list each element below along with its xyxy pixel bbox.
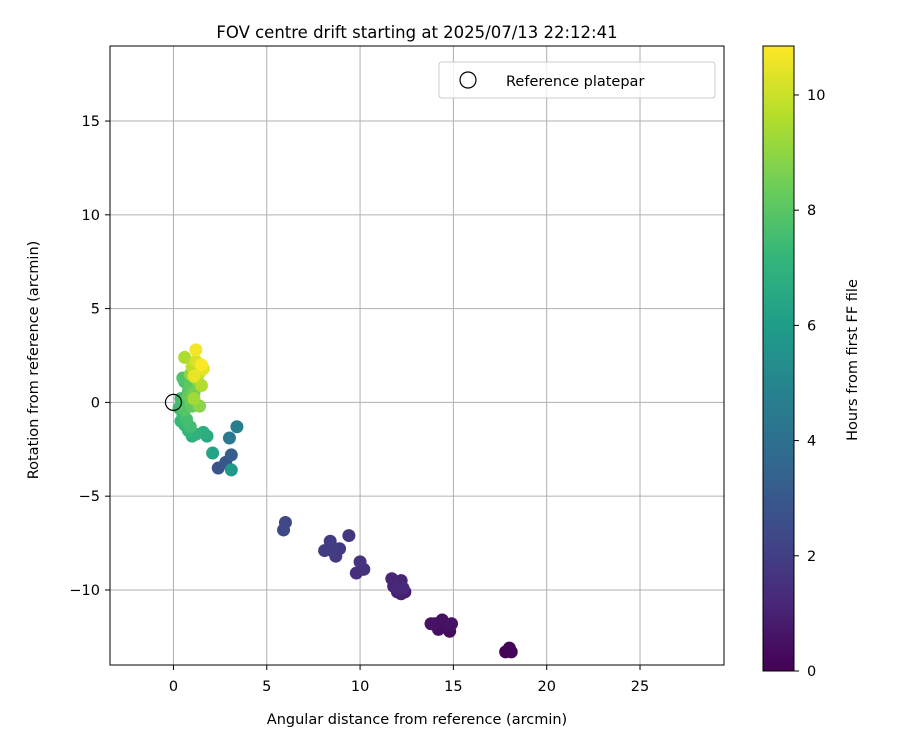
- chart-title: FOV centre drift starting at 2025/07/13 …: [216, 23, 617, 42]
- data-point: [342, 529, 356, 543]
- legend-label: Reference platepar: [506, 74, 644, 90]
- x-tick-label: 20: [537, 679, 555, 695]
- x-tick-label: 25: [631, 679, 649, 695]
- y-tick-label: 0: [91, 395, 100, 411]
- data-point: [222, 431, 236, 445]
- colorbar-tick-label: 4: [807, 434, 816, 450]
- x-tick-label: 10: [351, 679, 369, 695]
- data-point: [277, 523, 291, 537]
- data-point: [224, 463, 238, 477]
- data-point: [189, 343, 203, 357]
- data-point: [230, 420, 244, 434]
- y-axis-ticks: −10 −5 0 5 10 15: [69, 114, 110, 599]
- data-point: [353, 555, 367, 569]
- grid-lines: [110, 46, 724, 665]
- colorbar-tick-label: 10: [807, 88, 825, 104]
- y-tick-label: 5: [91, 302, 100, 318]
- data-point: [325, 544, 339, 558]
- data-point: [504, 645, 518, 659]
- x-axis-ticks: 0 5 10 15 20 25: [169, 665, 649, 695]
- data-point: [187, 369, 201, 383]
- data-point: [390, 581, 404, 595]
- colorbar-tick-label: 0: [807, 664, 816, 680]
- colorbar-ticks: 0 2 4 6 8 10: [794, 88, 825, 680]
- y-tick-label: −5: [79, 489, 100, 505]
- legend: Reference platepar: [438, 61, 716, 99]
- data-point: [194, 358, 208, 372]
- legend-box: [438, 61, 716, 99]
- x-tick-label: 15: [444, 679, 462, 695]
- data-point: [224, 448, 238, 462]
- plot-frame: [109, 45, 725, 666]
- colorbar-gradient: [762, 45, 795, 672]
- legend-marker-icon: [459, 71, 477, 89]
- x-tick-label: 0: [169, 679, 178, 695]
- data-point: [385, 572, 399, 586]
- scatter-points: [172, 343, 518, 659]
- data-point: [206, 446, 220, 460]
- y-tick-label: −10: [69, 583, 100, 599]
- y-axis-label: Rotation from reference (arcmin): [26, 241, 42, 480]
- colorbar-label: Hours from first FF file: [845, 279, 861, 441]
- data-point: [194, 379, 208, 393]
- colorbar-tick-label: 2: [807, 549, 816, 565]
- data-point: [187, 392, 201, 406]
- x-tick-label: 5: [262, 679, 271, 695]
- colorbar-tick-label: 8: [807, 203, 816, 219]
- y-tick-label: 10: [82, 208, 100, 224]
- colorbar: 0 2 4 6 8 10 Hours from first FF file: [762, 45, 861, 680]
- y-tick-label: 15: [82, 114, 100, 130]
- x-axis-label: Angular distance from reference (arcmin): [267, 712, 567, 728]
- data-point: [424, 617, 438, 631]
- reference-platepar-marker: [164, 393, 183, 411]
- data-point: [178, 350, 192, 364]
- data-point: [445, 617, 459, 631]
- colorbar-tick-label: 6: [807, 318, 816, 334]
